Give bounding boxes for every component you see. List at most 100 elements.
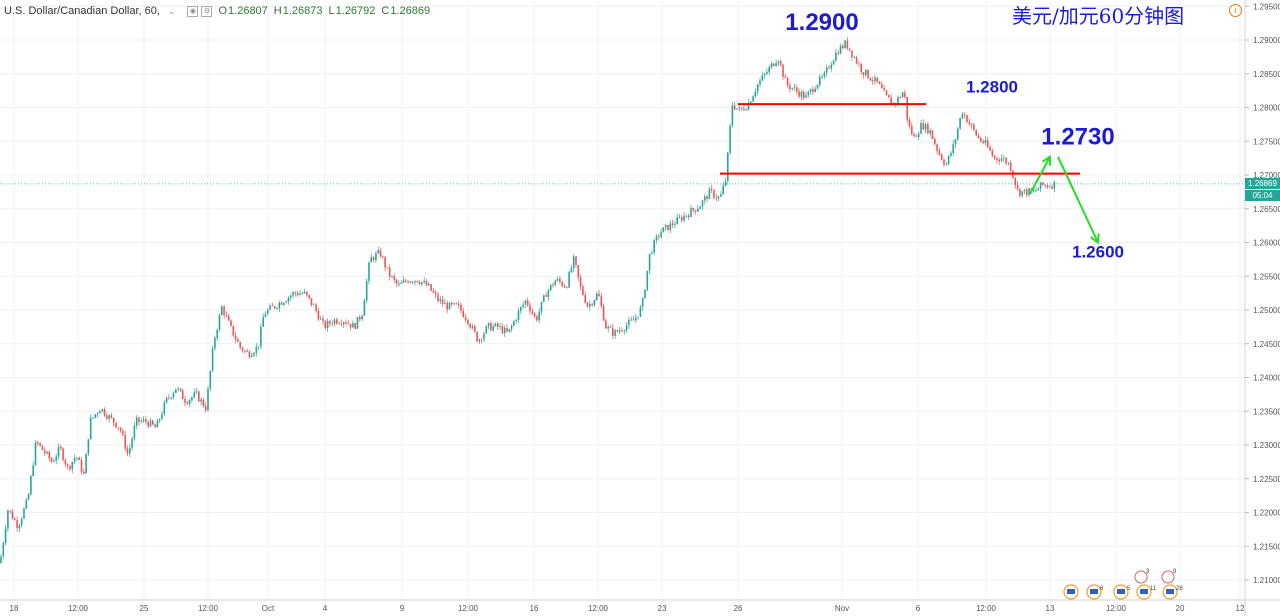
candle-body <box>207 388 209 411</box>
close-label: C <box>381 5 390 17</box>
info-icon[interactable]: i <box>1229 4 1242 17</box>
candle-body <box>32 465 34 476</box>
candle-body <box>492 326 494 331</box>
candle-body <box>478 339 481 342</box>
flag-icon <box>1067 589 1075 594</box>
price-axis: 1.21000 1.21500 1.22000 1.22500 1.23000 1.235… <box>1244 0 1280 616</box>
candle-body <box>407 281 409 283</box>
candle-body <box>221 306 223 316</box>
candle-body <box>589 304 591 307</box>
candle-body <box>299 293 301 296</box>
candle-body <box>39 443 41 446</box>
candle-body <box>347 323 350 325</box>
candle-body <box>193 392 195 398</box>
candle-body <box>276 308 278 309</box>
candle-body <box>377 250 379 254</box>
candle-body <box>549 284 552 291</box>
candle-body <box>777 61 780 64</box>
candle-body <box>434 292 437 295</box>
candle-body <box>117 427 120 429</box>
candle-body <box>20 518 23 526</box>
candle-body <box>706 196 708 199</box>
candle-body <box>750 101 752 103</box>
candle-body <box>333 319 336 325</box>
candle-body <box>802 91 805 98</box>
candle-body <box>934 139 936 145</box>
candle-body <box>729 125 731 153</box>
candle-body <box>352 323 354 328</box>
candle-body <box>315 304 317 311</box>
candle-body <box>908 119 911 127</box>
candle-body <box>945 164 948 165</box>
candle-body <box>400 282 402 284</box>
candle-body <box>685 215 688 217</box>
candle-body <box>73 457 76 462</box>
y-tick-label: 1.27500 <box>1253 137 1280 146</box>
candle-body <box>720 194 722 197</box>
candle-body <box>816 84 819 89</box>
candle-body <box>545 295 547 297</box>
candle-body <box>216 329 218 338</box>
candle-body <box>851 50 853 58</box>
candle-body <box>931 130 934 140</box>
candle-body <box>448 302 451 310</box>
candle-body <box>963 114 966 116</box>
candle-body <box>179 388 182 391</box>
eye-icon[interactable]: ◉ <box>187 5 199 17</box>
candle-body <box>681 217 683 221</box>
candle-body <box>191 397 193 400</box>
candle-body <box>947 155 950 165</box>
candle-body <box>1028 188 1030 195</box>
candle-body <box>370 257 373 263</box>
candle-body <box>623 330 626 332</box>
candle-body <box>991 150 994 156</box>
candle-body <box>497 323 499 327</box>
candle-body <box>375 253 377 260</box>
candle-body <box>89 417 92 440</box>
candle-body <box>977 135 980 139</box>
candle-body <box>4 528 7 543</box>
candle-body <box>269 305 271 310</box>
candle-body <box>310 298 313 306</box>
candle-body <box>536 316 538 321</box>
candle-body <box>471 325 474 328</box>
candle-body <box>517 310 520 320</box>
economic-event-markers: 3 9 6 5 11 28 <box>1063 569 1183 600</box>
x-tick-label: Oct <box>262 604 275 613</box>
candle-body <box>566 287 568 289</box>
candle-body <box>773 63 775 66</box>
candle-body <box>280 302 283 305</box>
candle-body <box>244 350 246 352</box>
candle-body <box>246 350 248 352</box>
candle-body <box>112 417 115 423</box>
low-label: L <box>328 5 335 17</box>
candle-body <box>779 61 782 65</box>
settings-icon[interactable]: ⚙ <box>201 5 213 17</box>
candle-body <box>80 460 83 472</box>
candle-body <box>184 398 186 403</box>
candle-body <box>354 323 356 329</box>
candle-body <box>973 124 975 130</box>
candle-body <box>395 279 398 284</box>
x-tick-label: 12:00 <box>1106 604 1127 613</box>
candle-body <box>402 280 405 283</box>
candle-body <box>177 388 179 390</box>
candle-body <box>602 306 605 321</box>
candle-body <box>1026 189 1028 195</box>
candle-body <box>94 414 97 418</box>
candle-body <box>135 417 138 426</box>
candle-body <box>25 499 28 509</box>
candle-body <box>253 353 255 356</box>
candle-body <box>858 63 860 65</box>
candle-body <box>823 72 826 77</box>
candle-body <box>648 253 651 271</box>
candle-body <box>356 316 359 329</box>
high-value: 1.26873 <box>282 5 323 17</box>
price-annotation: 1.2600 <box>1072 242 1124 261</box>
candle-body <box>69 465 71 470</box>
candle-body <box>618 330 621 332</box>
chevron-down-icon[interactable]: ⌄ <box>167 5 176 16</box>
candle-body <box>683 215 685 221</box>
candle-body <box>14 518 16 521</box>
